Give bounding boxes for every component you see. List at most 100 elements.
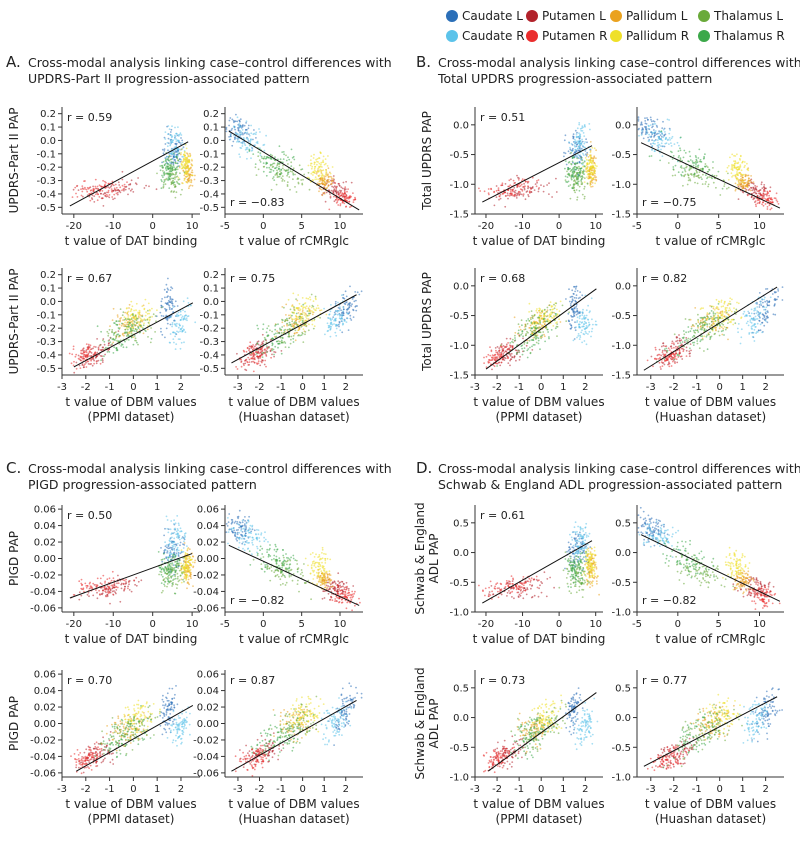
data-point [89, 348, 92, 351]
data-point [73, 371, 76, 374]
x-tick-label: 0 [675, 221, 681, 232]
data-point [648, 125, 650, 127]
data-point [527, 331, 529, 334]
data-point [261, 333, 264, 336]
data-point [515, 353, 518, 355]
data-point [161, 174, 163, 177]
data-point [746, 162, 748, 165]
data-point [575, 285, 578, 288]
data-point [277, 346, 279, 349]
data-point [564, 160, 567, 163]
data-point [320, 309, 323, 311]
data-point [278, 175, 281, 178]
data-point [84, 188, 86, 190]
data-point [92, 185, 94, 188]
data-point [741, 173, 743, 176]
data-point [327, 329, 330, 332]
data-point [337, 301, 339, 304]
data-point [308, 305, 311, 308]
data-point [270, 356, 272, 359]
data-point [686, 173, 689, 176]
data-point [129, 189, 132, 192]
data-point [284, 342, 287, 344]
data-point [179, 160, 182, 163]
data-point [652, 132, 655, 134]
data-point [89, 363, 91, 366]
data-point [83, 354, 85, 356]
data-point [142, 324, 145, 327]
data-point [583, 320, 586, 323]
data-point [270, 188, 273, 191]
data-point [723, 183, 726, 185]
data-point [544, 340, 546, 343]
data-point [564, 179, 567, 182]
data-point [570, 308, 573, 311]
data-point [583, 142, 586, 145]
data-point [656, 139, 659, 142]
data-point [286, 185, 289, 188]
data-point [77, 354, 80, 357]
data-point [76, 196, 79, 198]
data-point [652, 125, 654, 128]
data-point [581, 182, 584, 184]
data-point [183, 174, 186, 177]
data-point [256, 140, 259, 143]
data-point [576, 127, 579, 130]
data-point [307, 329, 310, 332]
data-point [176, 162, 178, 165]
data-point [297, 307, 300, 309]
data-point [582, 154, 585, 157]
data-point [578, 165, 580, 168]
data-point [517, 176, 519, 179]
data-point [118, 320, 120, 323]
data-point [495, 189, 498, 192]
data-point [576, 196, 579, 199]
data-point [330, 326, 333, 328]
data-point [342, 310, 344, 312]
data-point [540, 326, 543, 328]
y-tick-label: -0.5 [36, 203, 56, 214]
correlation-label: r = 0.67 [67, 272, 112, 285]
data-point [534, 329, 536, 332]
data-point [297, 312, 300, 314]
data-point [324, 175, 327, 178]
data-point [746, 168, 749, 171]
data-point [79, 367, 82, 369]
data-point [341, 331, 344, 334]
data-point [170, 155, 172, 158]
data-point [82, 355, 85, 358]
data-point [341, 323, 344, 326]
data-point [291, 314, 293, 317]
data-point [239, 118, 242, 121]
data-point [505, 337, 508, 340]
data-point [313, 318, 316, 321]
data-point [165, 177, 168, 180]
data-point [98, 190, 101, 193]
data-point [100, 185, 103, 188]
data-point [109, 337, 112, 339]
data-point [491, 368, 493, 371]
data-point [583, 185, 586, 188]
data-point [298, 326, 301, 329]
legend-label: Thalamus L [713, 9, 783, 23]
data-point [590, 161, 593, 164]
data-point [130, 324, 133, 326]
data-point [527, 318, 530, 320]
data-point [329, 196, 332, 199]
data-point [343, 302, 346, 305]
data-point [175, 343, 178, 345]
data-point [89, 199, 92, 202]
data-point [490, 188, 493, 191]
x-tick-label: 10 [753, 221, 766, 232]
data-point [501, 358, 504, 361]
data-point [537, 342, 540, 345]
data-point [314, 176, 317, 179]
data-point [671, 151, 673, 154]
data-point [671, 158, 674, 160]
data-point [172, 179, 175, 182]
y-tick-label: 0.1 [40, 123, 56, 134]
data-point [255, 137, 257, 139]
data-point [163, 171, 166, 174]
data-point [590, 335, 592, 338]
data-point [568, 288, 570, 291]
